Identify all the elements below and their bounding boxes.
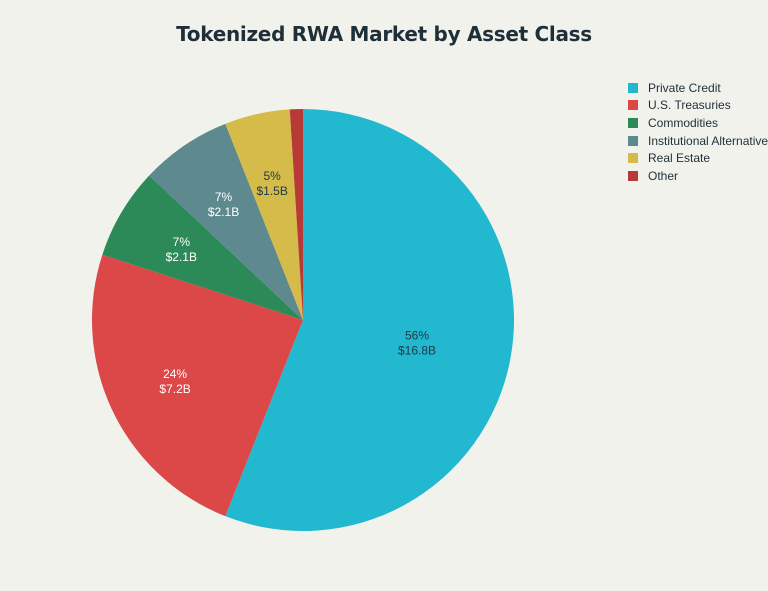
legend-item-real-estate[interactable]: Real Estate (628, 149, 768, 167)
pie-slice-private-credit (225, 109, 514, 531)
chart-title: Tokenized RWA Market by Asset Class (176, 22, 592, 46)
legend-swatch (628, 170, 638, 181)
legend-label: Private Credit (648, 80, 721, 95)
legend-swatch (628, 117, 638, 128)
pie-slice-real-estate (225, 109, 303, 321)
legend-item-private-credit[interactable]: Private Credit (628, 79, 768, 97)
slice-percent-label: 7% (173, 235, 191, 249)
slice-percent-label: 24% (163, 367, 187, 381)
slice-percent-label: 7% (215, 190, 233, 204)
slice-value-label: $2.1B (166, 250, 197, 264)
slice-value-label: $1.5B (256, 184, 287, 198)
legend-swatch (628, 82, 638, 93)
pie-slice-commodities (102, 175, 303, 320)
pie-slice-institutional-alternatives (149, 123, 303, 320)
legend-item-u-s-treasuries[interactable]: U.S. Treasuries (628, 97, 768, 115)
slice-value-label: $16.8B (398, 344, 436, 358)
pie-slice-other (289, 109, 303, 320)
legend-item-other[interactable]: Other (628, 167, 768, 185)
legend-label: Institutional Alternatives (648, 133, 768, 148)
legend-label: Other (648, 168, 679, 183)
legend-swatch (628, 135, 638, 146)
legend-swatch (628, 100, 638, 111)
legend-label: U.S. Treasuries (648, 98, 731, 113)
legend-swatch (628, 153, 638, 164)
slice-value-label: $7.2B (159, 382, 190, 396)
legend: Private Credit U.S. Treasuries Commodities… (628, 79, 768, 185)
slice-percent-label: 5% (263, 169, 281, 183)
pie-slices (91, 109, 514, 531)
legend-label: Real Estate (648, 151, 711, 166)
slice-value-label: $2.1B (208, 205, 239, 219)
pie-slice-u-s-treasuries (91, 254, 303, 517)
slice-percent-label: 56% (405, 329, 429, 343)
legend-item-institutional-alternatives[interactable]: Institutional Alternatives (628, 132, 768, 150)
legend-label: Commodities (648, 115, 719, 130)
legend-item-commodities[interactable]: Commodities (628, 114, 768, 132)
